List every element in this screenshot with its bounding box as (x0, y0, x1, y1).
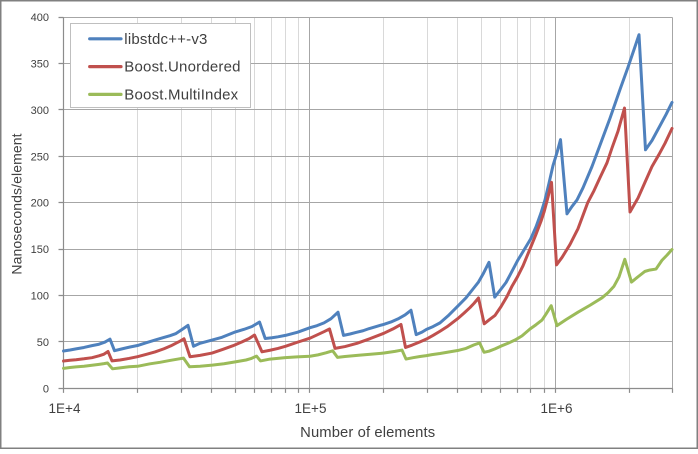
svg-text:Boost.Unordered: Boost.Unordered (124, 59, 240, 76)
svg-text:100: 100 (31, 291, 49, 303)
svg-text:0: 0 (43, 383, 49, 395)
svg-text:400: 400 (31, 12, 49, 24)
svg-text:250: 250 (31, 151, 49, 163)
svg-text:200: 200 (31, 198, 49, 210)
svg-text:libstdc++-v3: libstdc++-v3 (124, 31, 207, 48)
svg-text:1E+5: 1E+5 (295, 401, 327, 416)
svg-text:1E+4: 1E+4 (49, 401, 81, 416)
svg-text:Nanoseconds/element: Nanoseconds/element (9, 133, 25, 274)
svg-text:1E+6: 1E+6 (541, 401, 573, 416)
svg-text:150: 150 (31, 244, 49, 256)
svg-text:50: 50 (37, 337, 49, 349)
svg-text:300: 300 (31, 105, 49, 117)
svg-text:Number of elements: Number of elements (300, 425, 435, 441)
svg-text:Boost.MultiIndex: Boost.MultiIndex (124, 87, 238, 104)
svg-text:350: 350 (31, 59, 49, 71)
